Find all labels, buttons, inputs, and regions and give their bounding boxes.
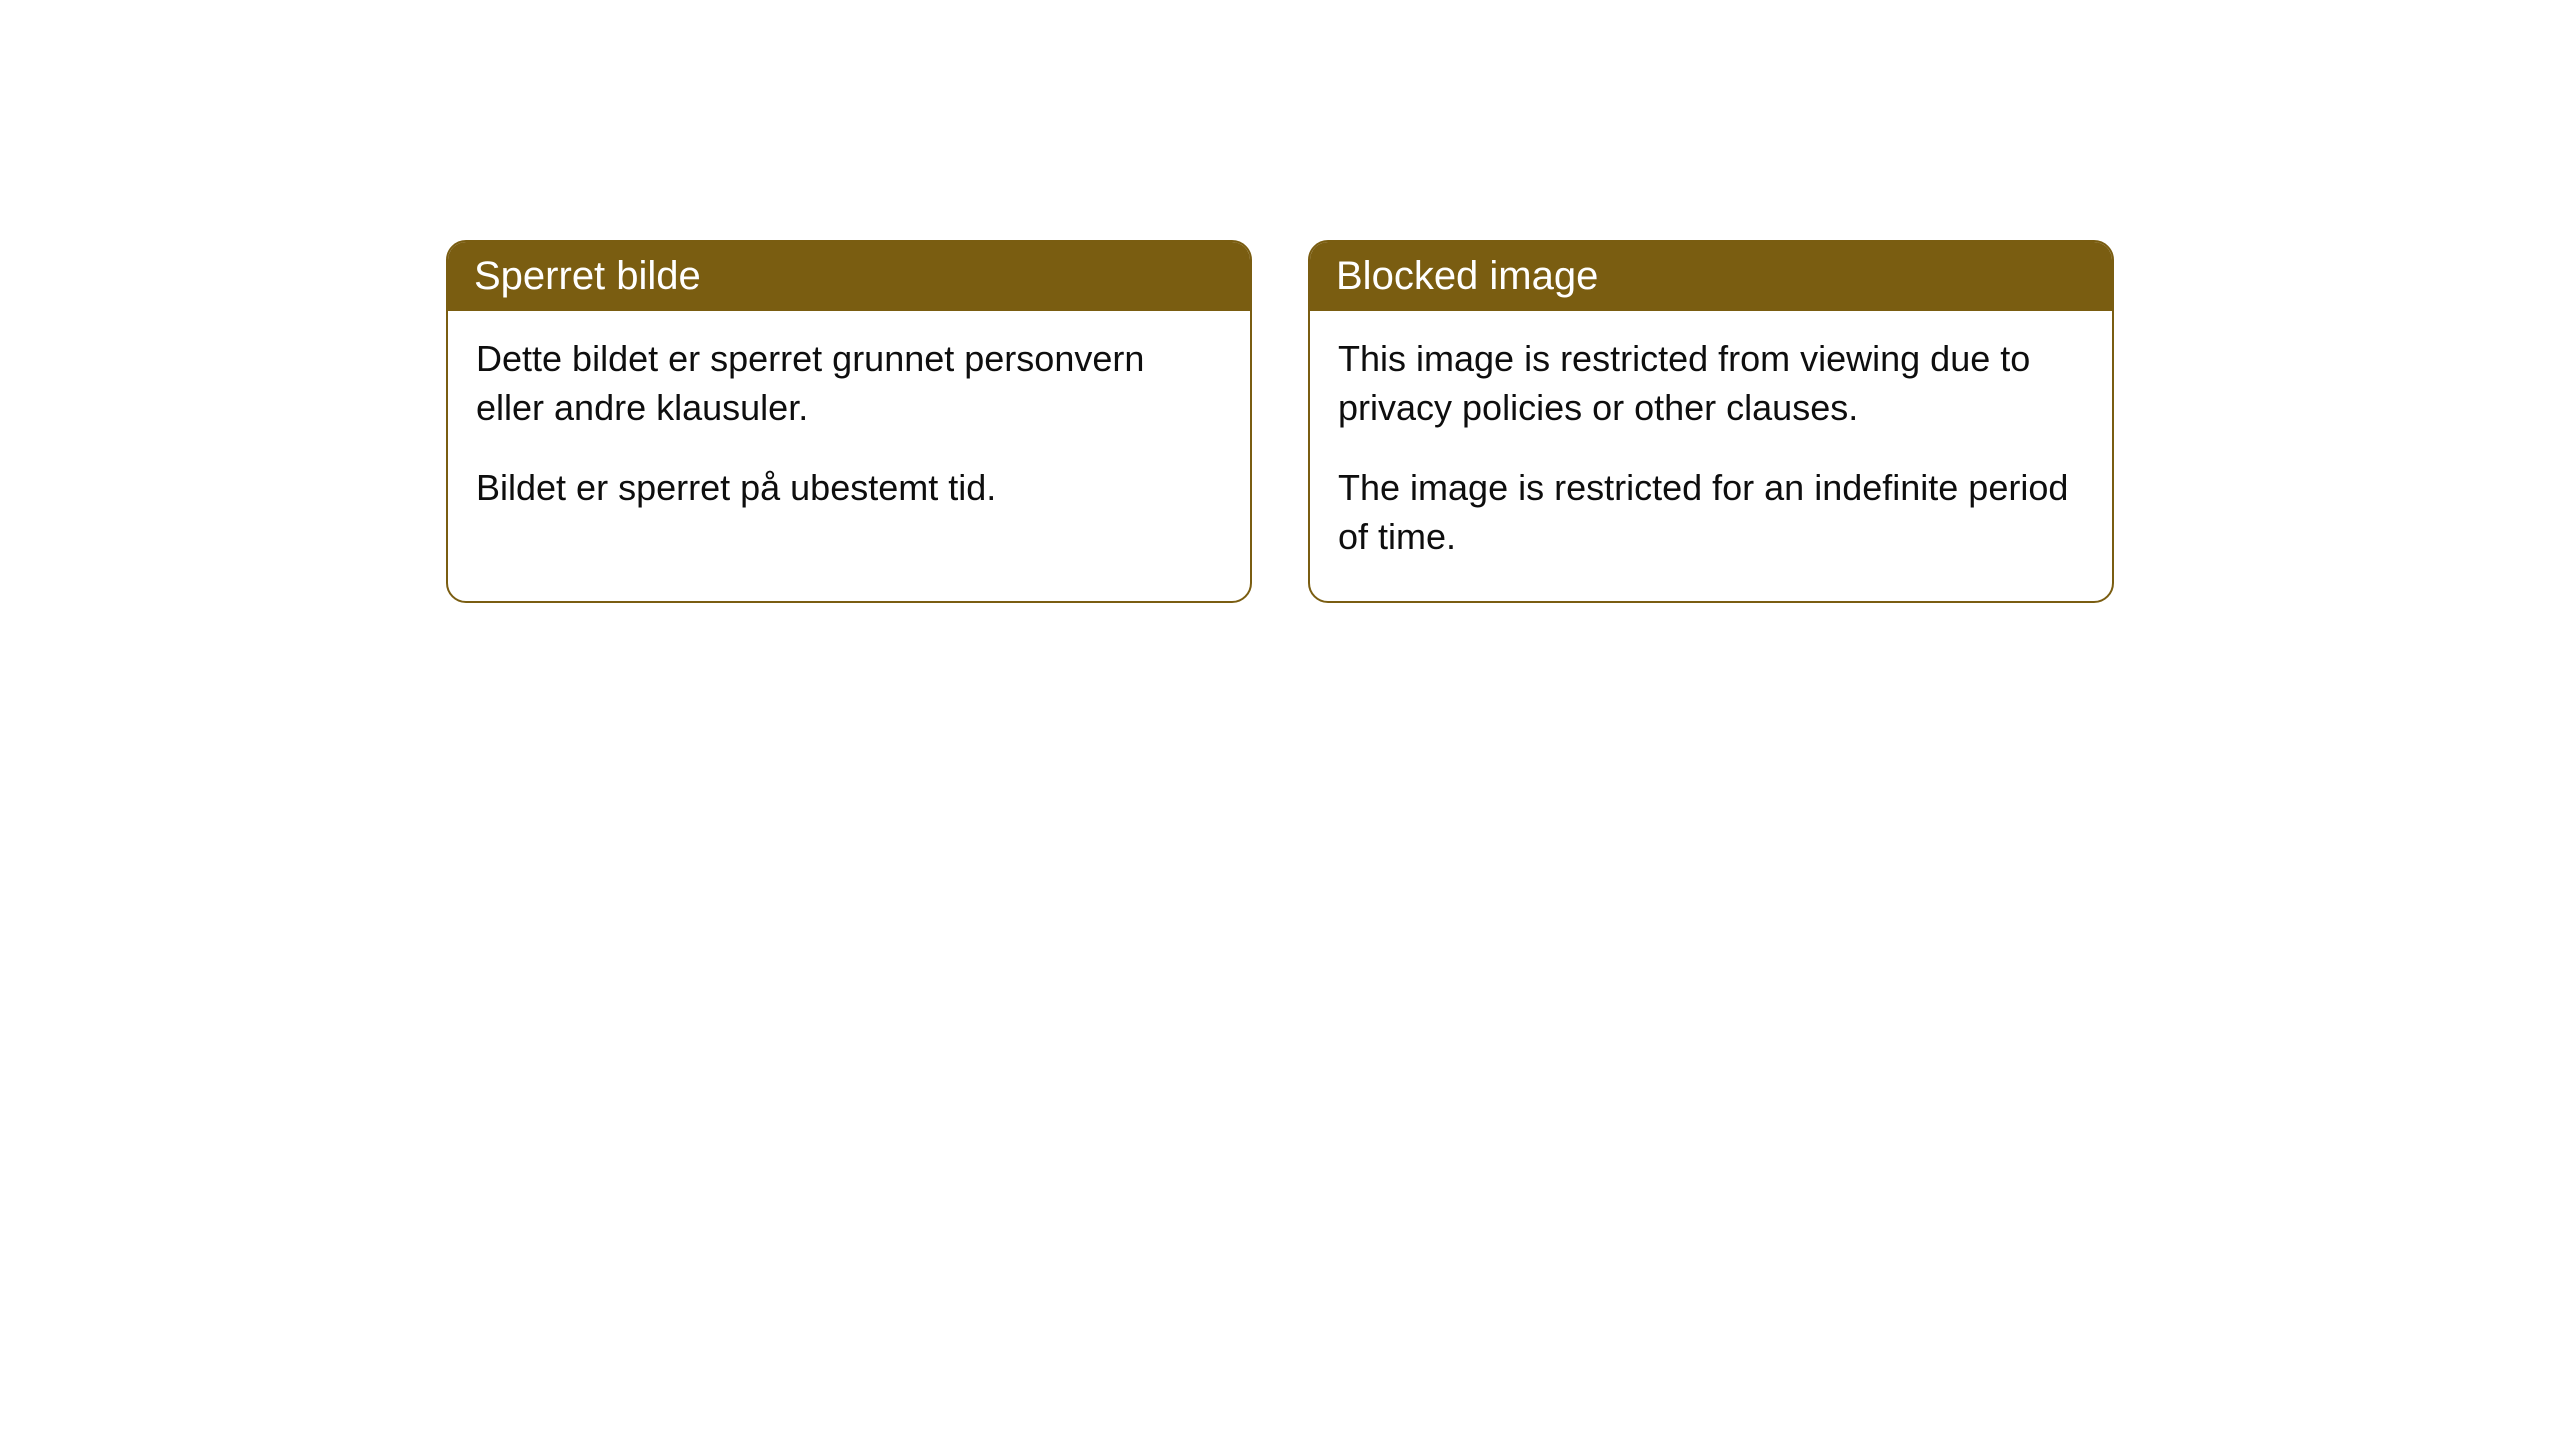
notice-card-header: Sperret bilde xyxy=(448,242,1250,311)
notice-paragraph: This image is restricted from viewing du… xyxy=(1338,335,2084,432)
notice-card-header: Blocked image xyxy=(1310,242,2112,311)
notice-card-norwegian: Sperret bilde Dette bildet er sperret gr… xyxy=(446,240,1252,603)
notice-cards-container: Sperret bilde Dette bildet er sperret gr… xyxy=(0,240,2560,603)
notice-card-english: Blocked image This image is restricted f… xyxy=(1308,240,2114,603)
notice-card-body: Dette bildet er sperret grunnet personve… xyxy=(448,311,1250,553)
notice-paragraph: Bildet er sperret på ubestemt tid. xyxy=(476,464,1222,513)
notice-card-body: This image is restricted from viewing du… xyxy=(1310,311,2112,601)
notice-paragraph: Dette bildet er sperret grunnet personve… xyxy=(476,335,1222,432)
notice-paragraph: The image is restricted for an indefinit… xyxy=(1338,464,2084,561)
